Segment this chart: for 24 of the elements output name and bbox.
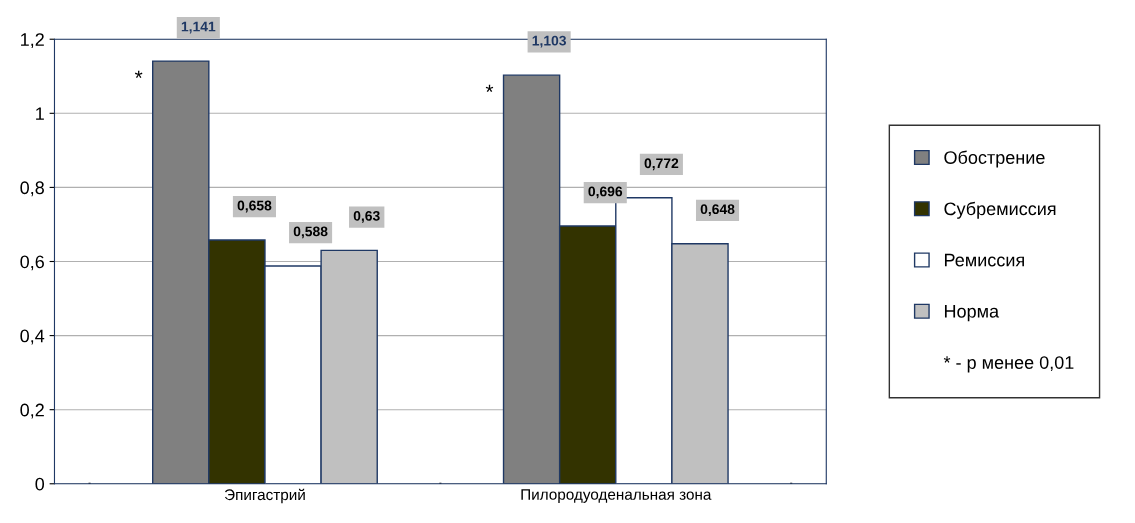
legend-label: Субремиссия [944, 201, 1056, 219]
annotation: * [485, 84, 494, 93]
data-label: 0,696 [588, 186, 623, 199]
data-label: 0,658 [237, 200, 272, 213]
y-tick-label: 0 [35, 477, 45, 491]
annotation: * [134, 70, 143, 78]
legend-label: Обострение [944, 150, 1045, 168]
y-tick-label: 0,2 [20, 403, 44, 419]
legend-label: Норма [944, 305, 1000, 322]
y-tick-label: 0,6 [20, 255, 44, 271]
text: * - р менее 0,01 [943, 356, 1074, 373]
data-label: 1,103 [532, 35, 567, 48]
data-label: 1,141 [181, 21, 216, 34]
x-tick-label: Пилородуоденальная зона [521, 489, 712, 503]
data-label: 0,588 [293, 226, 328, 239]
x-tick-label: Эпигастрий [224, 488, 305, 504]
data-label: 0,648 [700, 204, 735, 217]
y-tick-label: 0,4 [20, 329, 45, 345]
data-label: 0,63 [353, 210, 380, 223]
y-tick-label: 1,2 [21, 33, 44, 49]
legend-label: Ремиссия [944, 253, 1024, 267]
data-label: 0,772 [644, 158, 679, 171]
y-tick-label: 0,8 [20, 181, 44, 197]
y-tick-label: 1 [36, 107, 44, 120]
